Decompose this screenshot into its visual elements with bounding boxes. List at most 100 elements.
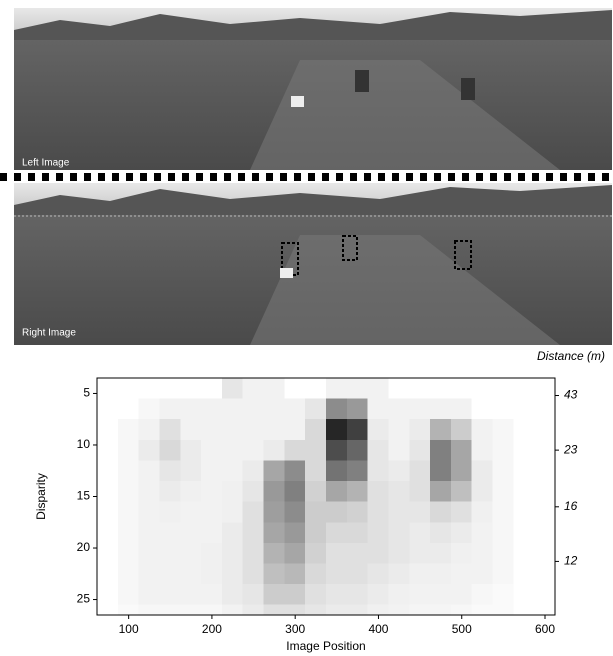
heat-cell xyxy=(305,604,327,616)
heat-cell xyxy=(409,439,431,461)
heat-cell xyxy=(305,542,327,564)
heat-cell xyxy=(492,439,514,461)
heat-cell xyxy=(159,522,181,544)
heat-cell xyxy=(180,439,202,461)
heat-cell xyxy=(534,419,556,441)
heat-cell xyxy=(326,419,348,441)
heat-cell xyxy=(242,378,264,399)
heat-cell xyxy=(201,604,223,616)
heat-cell xyxy=(159,419,181,441)
heat-cell xyxy=(367,501,389,523)
heat-cell xyxy=(409,563,431,585)
heat-cell xyxy=(367,460,389,482)
x-tick-label: 500 xyxy=(452,622,472,636)
heat-cell xyxy=(305,378,327,399)
heat-cell xyxy=(201,419,223,441)
heat-cell xyxy=(471,419,493,441)
heat-cell xyxy=(346,481,368,502)
heat-cell xyxy=(117,542,139,564)
x-tick-label: 200 xyxy=(202,622,222,636)
heat-cell xyxy=(221,522,244,544)
heat-cell xyxy=(180,481,202,502)
heat-cell xyxy=(430,522,452,544)
heat-cell xyxy=(492,378,514,399)
heat-cell xyxy=(513,378,535,399)
heat-cell xyxy=(284,563,306,585)
heat-cell xyxy=(159,378,181,399)
heat-cell xyxy=(138,542,160,564)
heat-cell xyxy=(117,584,139,605)
heat-cell xyxy=(159,460,181,482)
heat-cell xyxy=(201,439,223,461)
heat-cell xyxy=(388,481,410,502)
heat-cell xyxy=(263,563,285,585)
heat-cell xyxy=(284,501,306,523)
heat-cell xyxy=(471,460,493,482)
heat-cell xyxy=(450,522,473,544)
heat-cell xyxy=(346,439,368,461)
heat-cell xyxy=(367,542,389,564)
heat-cell xyxy=(367,419,389,441)
x-tick-label: 600 xyxy=(535,622,555,636)
heat-cell xyxy=(346,542,368,564)
heat-cell xyxy=(263,460,285,482)
heat-cell xyxy=(388,584,410,605)
heat-cell xyxy=(367,481,389,502)
heat-cell xyxy=(180,522,202,544)
heat-cell xyxy=(221,584,244,605)
heat-cell xyxy=(430,378,452,399)
heat-cell xyxy=(242,604,264,616)
heat-cell xyxy=(326,378,348,399)
heat-cell xyxy=(180,563,202,585)
heat-cell xyxy=(242,563,264,585)
heat-cell xyxy=(409,460,431,482)
heat-cell xyxy=(159,481,181,502)
heat-cell xyxy=(221,542,244,564)
heat-cell xyxy=(346,604,368,616)
heat-cell xyxy=(450,419,473,441)
heat-cell xyxy=(492,460,514,482)
heat-cell xyxy=(305,419,327,441)
heat-cell xyxy=(450,460,473,482)
heat-cell xyxy=(138,481,160,502)
heat-cell xyxy=(180,542,202,564)
heat-cell xyxy=(346,584,368,605)
heat-cell xyxy=(326,522,348,544)
y2-tick-label: 16 xyxy=(564,499,578,513)
heat-cell xyxy=(367,398,389,420)
heat-cell xyxy=(180,460,202,482)
x-tick-label: 400 xyxy=(368,622,388,636)
heat-cell xyxy=(513,584,535,605)
heat-cell xyxy=(534,501,556,523)
heat-cell xyxy=(430,460,452,482)
heat-cell xyxy=(492,522,514,544)
heat-cell xyxy=(242,522,264,544)
heat-cell xyxy=(97,481,119,502)
heat-cell xyxy=(305,398,327,420)
heat-cell xyxy=(221,501,244,523)
heat-cell xyxy=(221,460,244,482)
y-tick-label: 10 xyxy=(77,437,91,451)
heat-cell xyxy=(326,460,348,482)
heat-cell xyxy=(346,419,368,441)
heat-cell xyxy=(263,501,285,523)
heat-cell xyxy=(513,563,535,585)
heat-cell xyxy=(534,563,556,585)
heat-cell xyxy=(263,419,285,441)
heat-cell xyxy=(159,542,181,564)
heat-cell xyxy=(471,522,493,544)
heat-cell xyxy=(284,378,306,399)
heat-cell xyxy=(534,398,556,420)
heat-cell xyxy=(117,439,139,461)
y-axis-label: Disparity xyxy=(34,473,48,520)
heat-cell xyxy=(242,501,264,523)
heat-cell xyxy=(430,542,452,564)
heat-cell xyxy=(409,398,431,420)
heat-cell xyxy=(513,604,535,616)
heat-cell xyxy=(138,501,160,523)
heat-cell xyxy=(326,398,348,420)
heat-cell xyxy=(534,542,556,564)
heat-cell xyxy=(409,378,431,399)
heat-cell xyxy=(159,563,181,585)
